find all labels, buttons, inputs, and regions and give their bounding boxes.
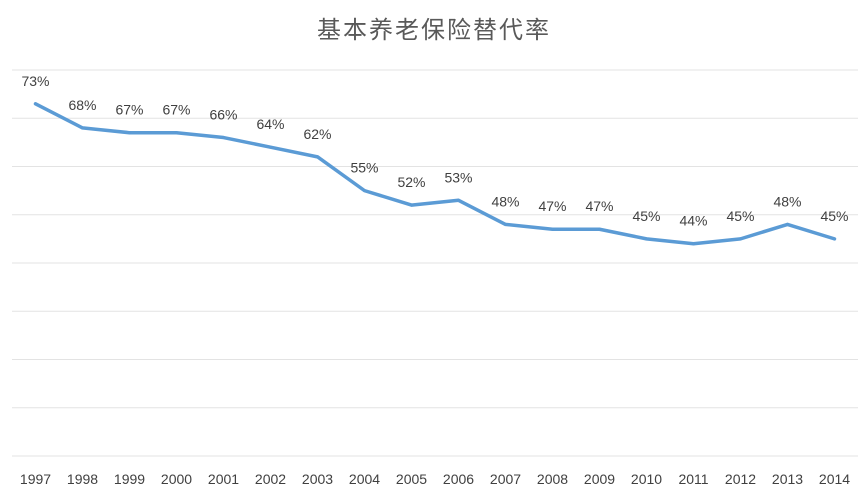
x-tick-label: 2004 bbox=[349, 471, 380, 487]
data-point bbox=[81, 126, 84, 130]
series-line bbox=[33, 102, 837, 246]
data-label: 45% bbox=[726, 208, 754, 224]
data-point bbox=[34, 102, 37, 106]
data-label: 48% bbox=[773, 193, 801, 209]
data-label: 47% bbox=[538, 198, 566, 214]
chart-title: 基本养老保险替代率 bbox=[317, 16, 551, 44]
data-label: 55% bbox=[350, 160, 378, 176]
data-label: 67% bbox=[162, 102, 190, 118]
data-point bbox=[598, 227, 601, 231]
x-tick-label: 2008 bbox=[537, 471, 568, 487]
data-label: 67% bbox=[115, 102, 143, 118]
data-point bbox=[504, 222, 507, 226]
data-label: 44% bbox=[679, 213, 707, 229]
x-tick-label: 2003 bbox=[302, 471, 333, 487]
data-point bbox=[739, 237, 742, 241]
x-tick-label: 2005 bbox=[396, 471, 427, 487]
x-tick-label: 1998 bbox=[67, 471, 98, 487]
x-tick-label: 2001 bbox=[208, 471, 239, 487]
x-tick-label: 2000 bbox=[161, 471, 192, 487]
data-label: 45% bbox=[820, 208, 848, 224]
data-labels: 73% 68% 67% 67% 66% 64% 62% 55% 52% 53% 48% 47% 47% 4… bbox=[21, 73, 848, 229]
x-tick-label: 2013 bbox=[772, 471, 803, 487]
data-point bbox=[457, 198, 460, 202]
data-point bbox=[692, 242, 695, 246]
series-line-layer bbox=[33, 102, 837, 246]
data-label: 66% bbox=[209, 107, 237, 123]
data-label: 62% bbox=[303, 126, 331, 142]
x-axis-ticks: 1997 1998 1999 2000 2001 2002 2003 2004 2005 2006… bbox=[20, 471, 850, 487]
x-tick-label: 1999 bbox=[114, 471, 145, 487]
data-label: 64% bbox=[256, 116, 284, 132]
data-point bbox=[222, 136, 225, 140]
data-point bbox=[410, 203, 413, 207]
x-tick-label: 2010 bbox=[631, 471, 662, 487]
x-tick-label: 2007 bbox=[490, 471, 521, 487]
data-point bbox=[363, 189, 366, 193]
data-label: 53% bbox=[444, 169, 472, 185]
x-tick-label: 2011 bbox=[678, 471, 708, 487]
data-label: 45% bbox=[632, 208, 660, 224]
data-point bbox=[786, 222, 789, 226]
x-tick-label: 2002 bbox=[255, 471, 286, 487]
gridlines bbox=[12, 69, 858, 457]
data-point bbox=[316, 155, 319, 159]
data-label: 48% bbox=[491, 193, 519, 209]
data-point bbox=[645, 237, 648, 241]
x-tick-label: 2009 bbox=[584, 471, 615, 487]
x-tick-label: 2014 bbox=[819, 471, 850, 487]
x-tick-label: 2012 bbox=[725, 471, 756, 487]
data-point bbox=[269, 145, 272, 149]
data-label: 73% bbox=[21, 73, 49, 89]
data-point bbox=[128, 131, 131, 135]
data-point bbox=[551, 227, 554, 231]
data-point bbox=[833, 237, 836, 241]
data-point bbox=[175, 131, 178, 135]
data-label: 68% bbox=[68, 97, 96, 113]
data-label: 47% bbox=[585, 198, 613, 214]
x-tick-label: 1997 bbox=[20, 471, 51, 487]
data-label: 52% bbox=[397, 174, 425, 190]
x-tick-label: 2006 bbox=[443, 471, 474, 487]
